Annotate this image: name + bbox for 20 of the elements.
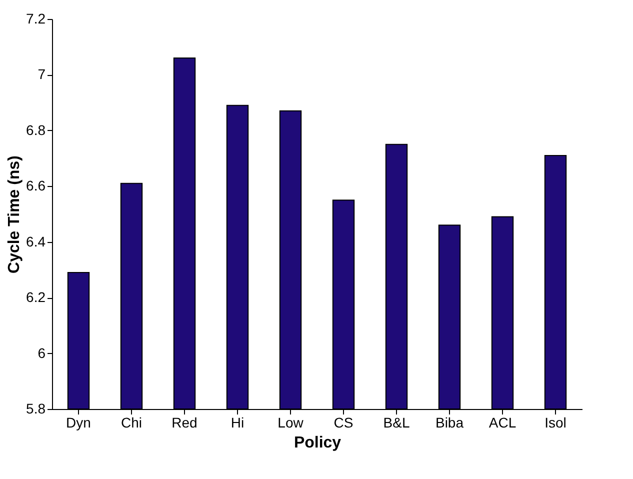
- y-axis-title: Cycle Time (ns): [6, 156, 24, 274]
- y-tick-label: 5.8: [26, 400, 46, 416]
- y-tick-label: 7: [38, 66, 46, 82]
- y-tick-label: 6.4: [26, 233, 46, 250]
- x-tick-label: Isol: [544, 414, 566, 430]
- x-tick-label: Hi: [230, 414, 244, 430]
- x-tick-label: Low: [278, 414, 304, 430]
- x-tick-label: Dyn: [66, 414, 91, 430]
- y-tick-label: 6.2: [26, 289, 46, 306]
- y-tick-label: 6.8: [26, 122, 46, 138]
- x-axis-title: Policy: [294, 434, 342, 452]
- y-tick-label: 6.6: [26, 178, 46, 194]
- x-tick-label: CS: [334, 414, 354, 430]
- y-tick-label: 6: [38, 344, 46, 361]
- y-tick-label: 7.2: [26, 10, 46, 26]
- x-tick-label: B&L: [383, 414, 410, 430]
- x-tick-label: Chi: [120, 414, 142, 430]
- x-tick-label: Biba: [435, 414, 464, 430]
- x-tick-label: Red: [172, 414, 198, 430]
- x-tick-label: ACL: [488, 414, 516, 430]
